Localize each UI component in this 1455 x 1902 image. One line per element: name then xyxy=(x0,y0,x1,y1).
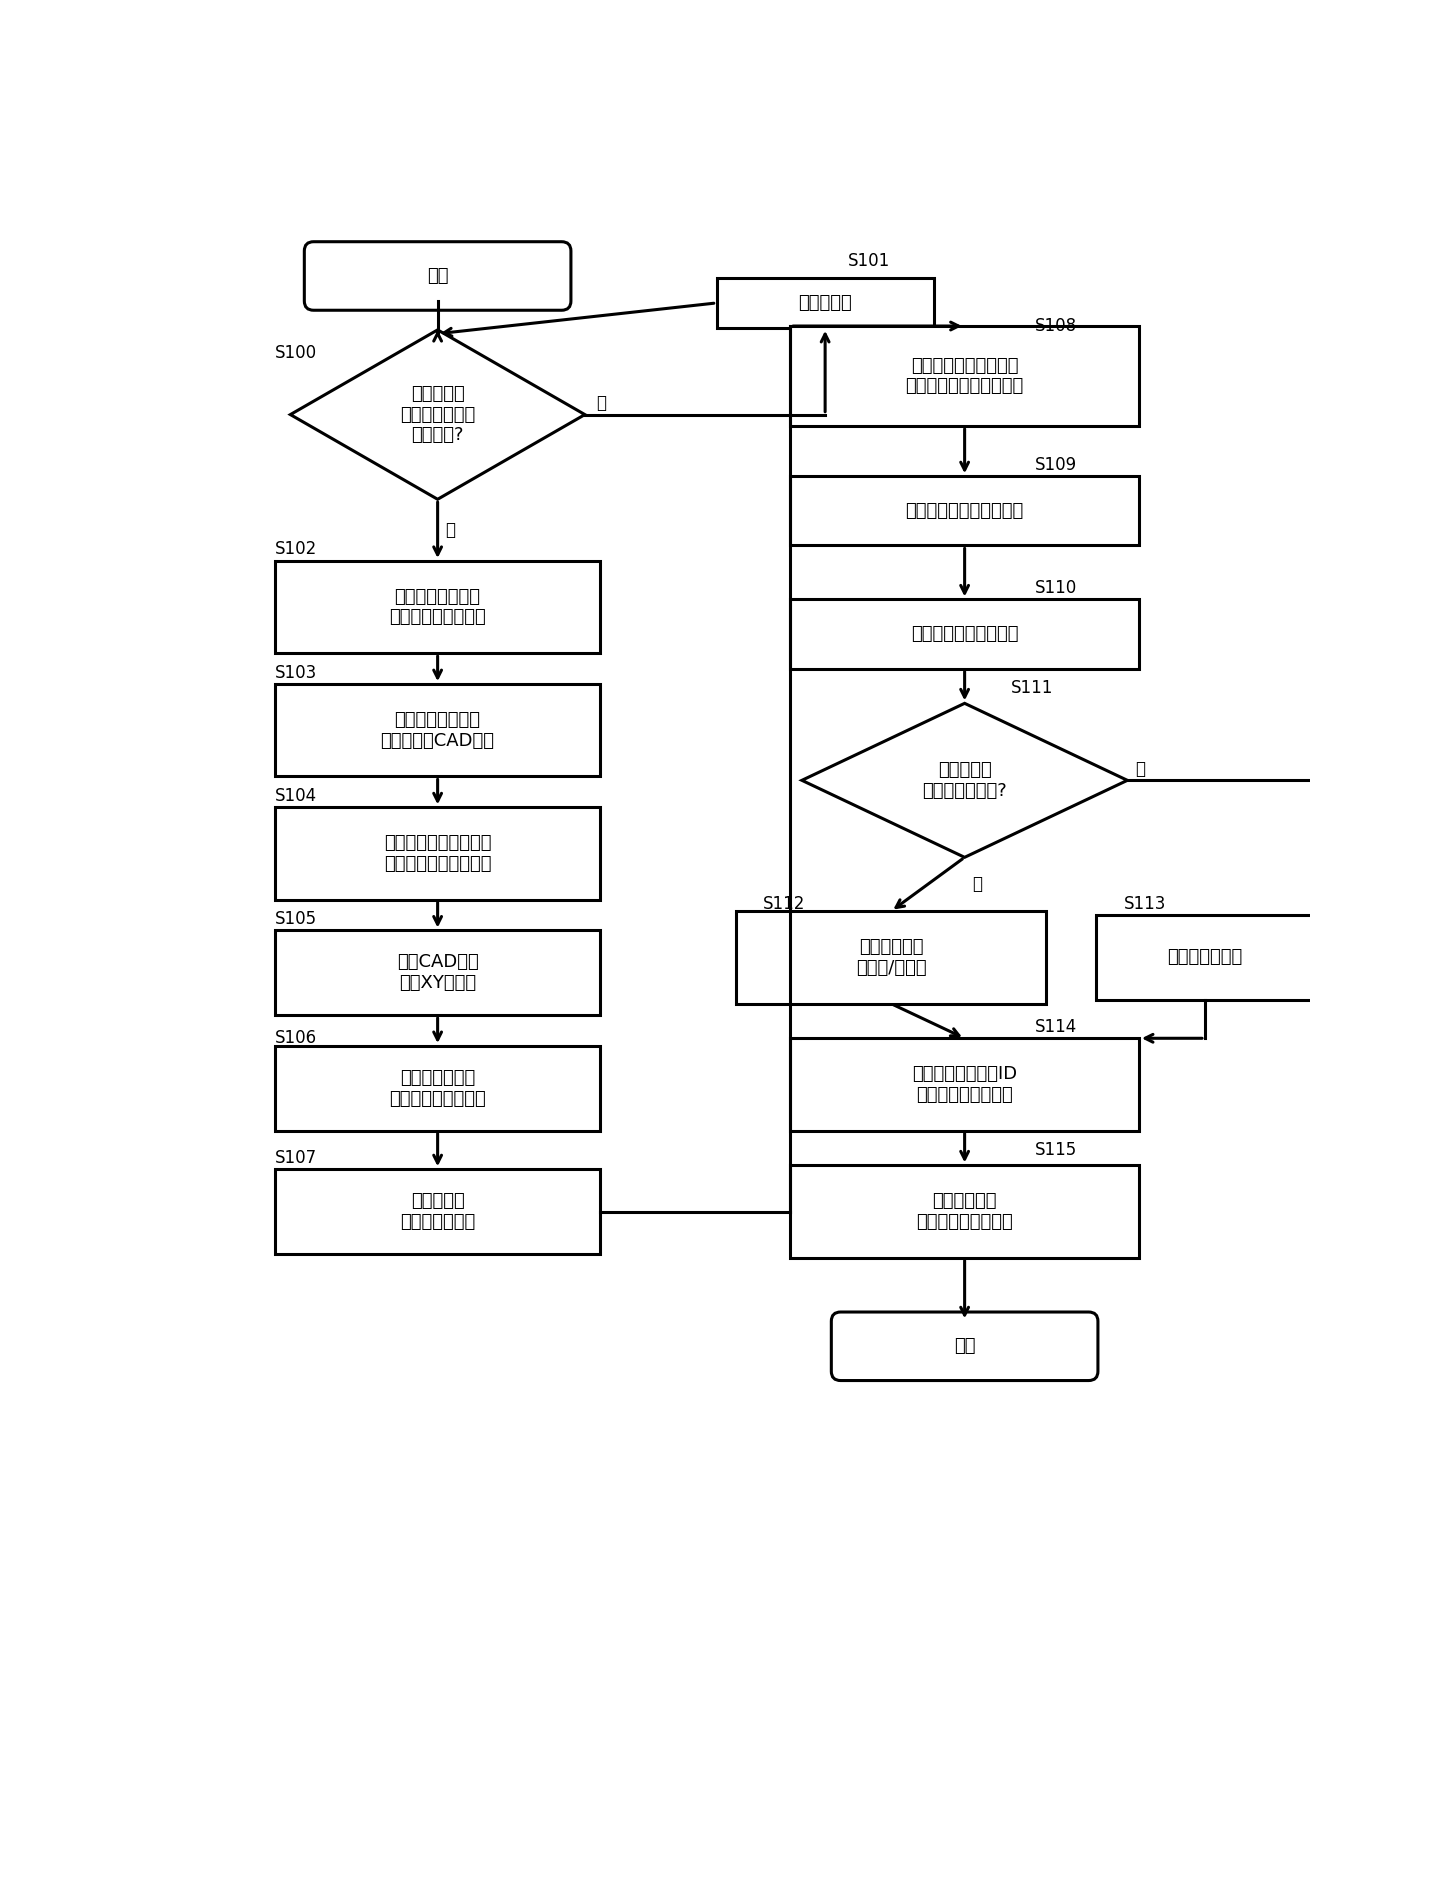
Bar xyxy=(790,1166,1139,1257)
Text: 基于CAD信息
操作XY工作台: 基于CAD信息 操作XY工作台 xyxy=(397,953,479,993)
Bar xyxy=(275,806,601,900)
Text: S110: S110 xyxy=(1035,578,1077,597)
Text: 从存储部中读入与
型号对应的CAD信息: 从存储部中读入与 型号对应的CAD信息 xyxy=(381,711,495,749)
FancyBboxPatch shape xyxy=(831,1312,1099,1381)
Bar xyxy=(790,1038,1139,1130)
Text: S100: S100 xyxy=(275,344,317,361)
Text: S113: S113 xyxy=(1123,894,1165,913)
Bar xyxy=(1097,915,1314,1000)
Polygon shape xyxy=(802,704,1128,858)
Bar xyxy=(717,278,934,327)
Text: S109: S109 xyxy=(1035,456,1077,474)
Text: 否: 否 xyxy=(597,394,607,413)
Bar xyxy=(275,561,601,652)
Text: 是: 是 xyxy=(445,521,455,538)
Text: 基于指示信息，将
安装基板运入装置中: 基于指示信息，将 安装基板运入装置中 xyxy=(390,588,486,626)
Text: S106: S106 xyxy=(275,1029,317,1048)
Bar xyxy=(790,476,1139,546)
Text: 结束: 结束 xyxy=(954,1337,975,1356)
Text: 否: 否 xyxy=(1135,759,1145,778)
Text: S101: S101 xyxy=(848,251,890,270)
Bar xyxy=(275,930,601,1016)
Text: 判断为部件错位: 判断为部件错位 xyxy=(1167,949,1243,966)
Text: S104: S104 xyxy=(275,787,317,805)
Text: 从摄像图像
中提取检查图像: 从摄像图像 中提取检查图像 xyxy=(400,1193,476,1231)
Text: S105: S105 xyxy=(275,909,317,928)
Text: 是: 是 xyxy=(972,875,982,894)
Text: 将判断结果与位置ID
一起存储到存储部中: 将判断结果与位置ID 一起存储到存储部中 xyxy=(912,1065,1017,1103)
Text: S115: S115 xyxy=(1035,1141,1077,1158)
Text: S111: S111 xyxy=(1011,679,1053,696)
Text: 开始: 开始 xyxy=(426,266,448,285)
Bar xyxy=(275,1170,601,1253)
FancyBboxPatch shape xyxy=(304,242,570,310)
Text: 与工作台的操作
同步地拍摄印刷基板: 与工作台的操作 同步地拍摄印刷基板 xyxy=(390,1069,486,1107)
Text: S102: S102 xyxy=(275,540,317,559)
Text: 接收到指示
执行基板检查的
指示信息?: 接收到指示 执行基板检查的 指示信息? xyxy=(400,384,476,445)
Bar xyxy=(790,599,1139,670)
Bar xyxy=(275,1046,601,1130)
Text: 从存储部中读入与部件
的类型对应的检查逻辑: 从存储部中读入与部件 的类型对应的检查逻辑 xyxy=(384,835,492,873)
Polygon shape xyxy=(291,329,585,500)
Bar xyxy=(275,685,601,776)
Bar xyxy=(790,325,1139,426)
Text: 位置、角度
在阈值的范围内?: 位置、角度 在阈值的范围内? xyxy=(922,761,1007,799)
Text: 确定部件主体区域的边缘: 确定部件主体区域的边缘 xyxy=(905,502,1024,519)
Text: S112: S112 xyxy=(762,894,806,913)
Text: 通过印刷基板
运送部运出印刷基板: 通过印刷基板 运送部运出印刷基板 xyxy=(917,1193,1013,1231)
Text: S103: S103 xyxy=(275,664,317,681)
Text: 其它的处理: 其它的处理 xyxy=(799,295,853,312)
Bar xyxy=(736,911,1046,1004)
Text: S114: S114 xyxy=(1035,1018,1077,1037)
Text: S108: S108 xyxy=(1035,318,1077,335)
Text: S107: S107 xyxy=(275,1149,317,1166)
Text: 计算边缘的位置、角度: 计算边缘的位置、角度 xyxy=(911,626,1018,643)
Text: 判断为正确的
位置和/或角度: 判断为正确的 位置和/或角度 xyxy=(856,938,927,978)
Text: 使用颜色条件，对提取
出的检查图像进行二值化: 使用颜色条件，对提取 出的检查图像进行二值化 xyxy=(905,358,1024,396)
